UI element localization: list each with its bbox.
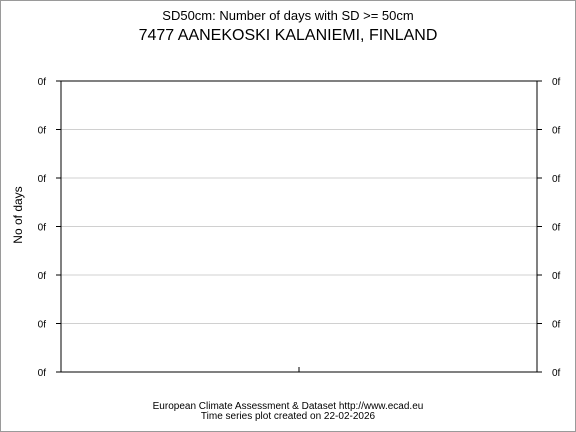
- y-tick-label-left: 0f: [38, 126, 47, 137]
- y-tick-label-right: 0f: [552, 223, 561, 234]
- y-tick-label-left: 0f: [38, 223, 47, 234]
- y-tick-label-left: 0f: [38, 174, 47, 185]
- y-tick-label-right: 0f: [552, 77, 561, 88]
- y-tick-label-left: 0f: [38, 77, 47, 88]
- y-tick-label-right: 0f: [552, 320, 561, 331]
- y-tick-label-left: 0f: [38, 320, 47, 331]
- y-tick-label-right: 0f: [552, 174, 561, 185]
- chart-title: SD50cm: Number of days with SD >= 50cm: [162, 8, 414, 23]
- y-tick-label-right: 0f: [552, 126, 561, 137]
- y-tick-label-right: 0f: [552, 368, 561, 379]
- y-tick-label-left: 0f: [38, 271, 47, 282]
- footer-created-date: Time series plot created on 22-02-2026: [200, 411, 376, 422]
- y-tick-label-left: 0f: [38, 368, 47, 379]
- chart-subtitle: 7477 AANEKOSKI KALANIEMI, FINLAND: [138, 27, 438, 44]
- footer-credit: European Climate Assessment & Dataset ht…: [152, 401, 424, 412]
- y-tick-label-right: 0f: [552, 271, 561, 282]
